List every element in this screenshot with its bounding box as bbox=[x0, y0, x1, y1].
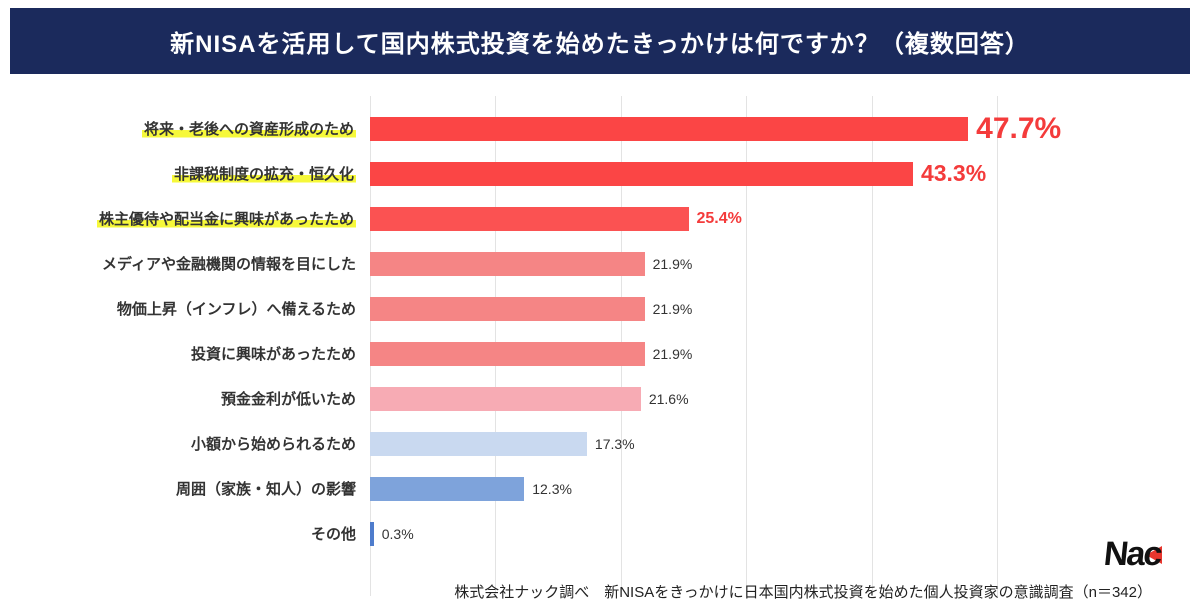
nac-logo-accent-icon bbox=[1146, 545, 1162, 564]
bar bbox=[370, 476, 525, 501]
chart-title-bar: 新NISAを活用して国内株式投資を始めたきっかけは何ですか？（複数回答） bbox=[10, 8, 1190, 74]
value-label: 12.3% bbox=[532, 480, 572, 497]
value-label: 21.9% bbox=[652, 345, 693, 362]
bar bbox=[370, 521, 374, 546]
chart-row: 預金金利が低いため 21.6% bbox=[0, 376, 1200, 421]
category-label: その他 bbox=[310, 526, 356, 543]
value-label: 0.3% bbox=[381, 525, 414, 542]
bar-track: 21.9% bbox=[370, 241, 1160, 286]
bar-track: 25.4% bbox=[370, 196, 1160, 241]
value-label: 21.9% bbox=[652, 255, 693, 272]
bar-track: 21.9% bbox=[370, 331, 1160, 376]
bar-track: 21.6% bbox=[370, 376, 1160, 421]
chart-row: 投資に興味があったため 21.9% bbox=[0, 331, 1200, 376]
bar bbox=[370, 341, 645, 366]
category-label: 株主優待や配当金に興味があったため bbox=[96, 211, 356, 228]
chart-row: 物価上昇（インフレ）へ備えるため 21.9% bbox=[0, 286, 1200, 331]
value-label: 17.3% bbox=[594, 435, 635, 452]
category-label: 物価上昇（インフレ）へ備えるため bbox=[116, 301, 356, 318]
chart-area: 将来・老後への資産形成のため 47.7% 非課税制度の拡充・恒久化 43.3% 株主優待… bbox=[0, 74, 1200, 614]
category-label: 投資に興味があったため bbox=[190, 346, 356, 363]
value-label: 43.3% bbox=[920, 160, 987, 186]
chart-row: その他 0.3% bbox=[0, 511, 1200, 556]
bar-track: 12.3% bbox=[370, 466, 1160, 511]
chart-row: メディアや金融機関の情報を目にした 21.9% bbox=[0, 241, 1200, 286]
nac-logo-text: Nac bbox=[1101, 535, 1163, 573]
bar-track: 17.3% bbox=[370, 421, 1160, 466]
bar-track: 0.3% bbox=[370, 511, 1160, 556]
category-label: メディアや金融機関の情報を目にした bbox=[102, 256, 356, 273]
chart-title: 新NISAを活用して国内株式投資を始めたきっかけは何ですか？（複数回答） bbox=[170, 30, 1030, 58]
value-label: 21.9% bbox=[652, 300, 693, 317]
bar bbox=[370, 251, 645, 276]
category-label: 非課税制度の拡充・恒久化 bbox=[171, 166, 356, 183]
page: 新NISAを活用して国内株式投資を始めたきっかけは何ですか？（複数回答） 将来・… bbox=[0, 8, 1200, 614]
chart-row: 将来・老後への資産形成のため 47.7% bbox=[0, 106, 1200, 151]
chart-row: 株主優待や配当金に興味があったため 25.4% bbox=[0, 196, 1200, 241]
chart-row: 非課税制度の拡充・恒久化 43.3% bbox=[0, 151, 1200, 196]
bar bbox=[370, 296, 645, 321]
bar bbox=[370, 431, 587, 456]
category-label: 預金金利が低いため bbox=[220, 391, 356, 408]
bar bbox=[370, 116, 969, 141]
bar bbox=[370, 386, 641, 411]
bar-chart: 将来・老後への資産形成のため 47.7% 非課税制度の拡充・恒久化 43.3% 株主優待… bbox=[0, 106, 1200, 556]
bar bbox=[370, 206, 689, 231]
bar bbox=[370, 161, 913, 186]
category-label: 周囲（家族・知人）の影響 bbox=[175, 481, 356, 498]
value-label: 21.6% bbox=[648, 390, 689, 407]
chart-row: 小額から始められるため 17.3% bbox=[0, 421, 1200, 466]
value-label: 47.7% bbox=[976, 111, 1062, 145]
chart-row: 周囲（家族・知人）の影響 12.3% bbox=[0, 466, 1200, 511]
value-label: 25.4% bbox=[696, 209, 742, 227]
source-note: 株式会社ナック調べ 新NISAをきっかけに日本国内株式投資を始めた個人投資家の意… bbox=[454, 584, 1152, 601]
category-label: 小額から始められるため bbox=[190, 436, 356, 453]
bar-track: 43.3% bbox=[370, 151, 1160, 196]
nac-logo: Nac bbox=[1101, 535, 1163, 574]
category-label: 将来・老後への資産形成のため bbox=[141, 121, 356, 138]
bar-track: 21.9% bbox=[370, 286, 1160, 331]
bar-track: 47.7% bbox=[370, 106, 1160, 151]
